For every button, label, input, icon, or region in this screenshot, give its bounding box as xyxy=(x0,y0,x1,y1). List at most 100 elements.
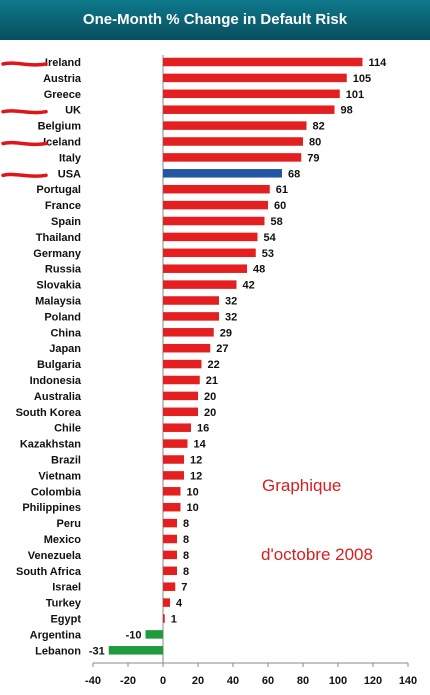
category-label-greece: Greece xyxy=(44,89,81,101)
bar-colombia xyxy=(163,487,181,496)
data-label-south-korea: 20 xyxy=(204,407,216,419)
data-label-egypt: 1 xyxy=(171,614,177,626)
bar-south-korea xyxy=(163,407,198,417)
bar-austria xyxy=(163,73,347,83)
category-label-philippines: Philippines xyxy=(22,502,81,514)
category-label-austria: Austria xyxy=(43,73,82,85)
data-label-usa: 68 xyxy=(288,168,300,180)
data-label-mexico: 8 xyxy=(183,534,189,546)
chart-title: One-Month % Change in Default Risk xyxy=(82,11,348,28)
annotation-line-2: d'octobre 2008 xyxy=(261,545,373,564)
category-label-peru: Peru xyxy=(57,518,81,530)
bar-poland xyxy=(163,312,219,321)
bar-philippines xyxy=(163,502,181,512)
data-label-russia: 48 xyxy=(253,264,265,276)
category-label-iceland: Iceland xyxy=(43,137,81,149)
bar-turkey xyxy=(163,598,170,607)
data-label-greece: 101 xyxy=(346,89,364,101)
category-label-spain: Spain xyxy=(51,216,81,228)
bar-japan xyxy=(163,343,211,353)
category-label-ireland: Ireland xyxy=(45,57,81,69)
category-label-vietnam: Vietnam xyxy=(38,470,81,482)
category-label-indonesia: Indonesia xyxy=(30,375,82,387)
bar-mexico xyxy=(163,534,177,544)
category-label-uk: UK xyxy=(65,105,81,117)
bar-argentina xyxy=(145,630,163,639)
data-label-portugal: 61 xyxy=(276,184,288,196)
underline-mark-uk xyxy=(1,109,48,115)
bar-venezuela xyxy=(163,550,177,560)
bar-australia xyxy=(163,391,198,401)
x-tick-label: -40 xyxy=(85,675,101,687)
category-label-chile: Chile xyxy=(54,423,81,435)
category-label-russia: Russia xyxy=(45,264,82,276)
data-label-iceland: 80 xyxy=(309,137,321,149)
category-label-poland: Poland xyxy=(44,311,81,323)
data-label-belgium: 82 xyxy=(313,121,325,133)
bar-vietnam xyxy=(163,471,184,480)
bar-kazakhstan xyxy=(163,439,188,448)
x-tick-label: 60 xyxy=(262,675,274,687)
x-tick-label: 0 xyxy=(160,675,166,687)
category-label-egypt: Egypt xyxy=(50,614,81,626)
data-label-ireland: 114 xyxy=(369,57,388,69)
category-label-venezuela: Venezuela xyxy=(28,550,82,562)
data-label-slovakia: 42 xyxy=(243,280,255,292)
data-label-italy: 79 xyxy=(307,152,319,164)
bar-brazil xyxy=(163,455,184,464)
category-label-japan: Japan xyxy=(49,343,81,355)
category-label-malaysia: Malaysia xyxy=(35,296,82,308)
bar-israel xyxy=(163,582,176,591)
bar-belgium xyxy=(163,121,307,130)
x-tick-label: 100 xyxy=(329,675,347,687)
data-label-indonesia: 21 xyxy=(206,375,218,387)
category-label-china: China xyxy=(50,327,81,339)
bar-iceland xyxy=(163,137,303,146)
data-label-japan: 27 xyxy=(216,343,228,355)
data-label-peru: 8 xyxy=(183,518,189,530)
bar-south-africa xyxy=(163,566,177,576)
category-label-south-korea: South Korea xyxy=(16,407,82,419)
bar-italy xyxy=(163,153,302,162)
data-label-uk: 98 xyxy=(341,105,353,117)
data-label-israel: 7 xyxy=(181,582,187,594)
data-label-austria: 105 xyxy=(353,73,371,85)
title-bar: One-Month % Change in Default Risk xyxy=(0,0,430,40)
data-label-bulgaria: 22 xyxy=(208,359,220,371)
x-tick-label: 140 xyxy=(399,675,417,687)
underline-mark-iceland xyxy=(1,140,48,147)
category-label-bulgaria: Bulgaria xyxy=(37,359,82,371)
bar-germany xyxy=(163,248,256,258)
data-label-venezuela: 8 xyxy=(183,550,189,562)
category-label-portugal: Portugal xyxy=(36,184,81,196)
category-label-south-africa: South Africa xyxy=(16,566,82,578)
data-label-malaysia: 32 xyxy=(225,296,237,308)
data-label-vietnam: 12 xyxy=(190,470,202,482)
bar-uk xyxy=(163,105,335,114)
category-label-israel: Israel xyxy=(52,582,81,594)
category-label-slovakia: Slovakia xyxy=(36,280,82,292)
underline-mark-ireland xyxy=(1,61,48,67)
category-label-usa: USA xyxy=(58,168,81,180)
data-label-brazil: 12 xyxy=(190,455,202,467)
x-tick-label: -20 xyxy=(120,675,136,687)
bar-indonesia xyxy=(163,375,200,385)
bar-spain xyxy=(163,216,265,226)
x-tick-label: 80 xyxy=(297,675,309,687)
data-label-china: 29 xyxy=(220,327,232,339)
bar-lebanon xyxy=(108,646,163,655)
data-label-colombia: 10 xyxy=(187,486,199,498)
bar-slovakia xyxy=(163,280,237,289)
category-label-belgium: Belgium xyxy=(38,121,82,133)
annotation-line-1: Graphique xyxy=(262,476,342,495)
data-label-lebanon: -31 xyxy=(89,645,105,657)
underline-mark-usa xyxy=(1,172,48,178)
bar-usa xyxy=(163,169,282,178)
bar-portugal xyxy=(163,184,270,194)
data-label-france: 60 xyxy=(274,200,286,212)
category-label-france: France xyxy=(45,200,81,212)
data-label-chile: 16 xyxy=(197,423,209,435)
category-label-argentina: Argentina xyxy=(30,629,82,641)
bar-greece xyxy=(163,89,340,99)
